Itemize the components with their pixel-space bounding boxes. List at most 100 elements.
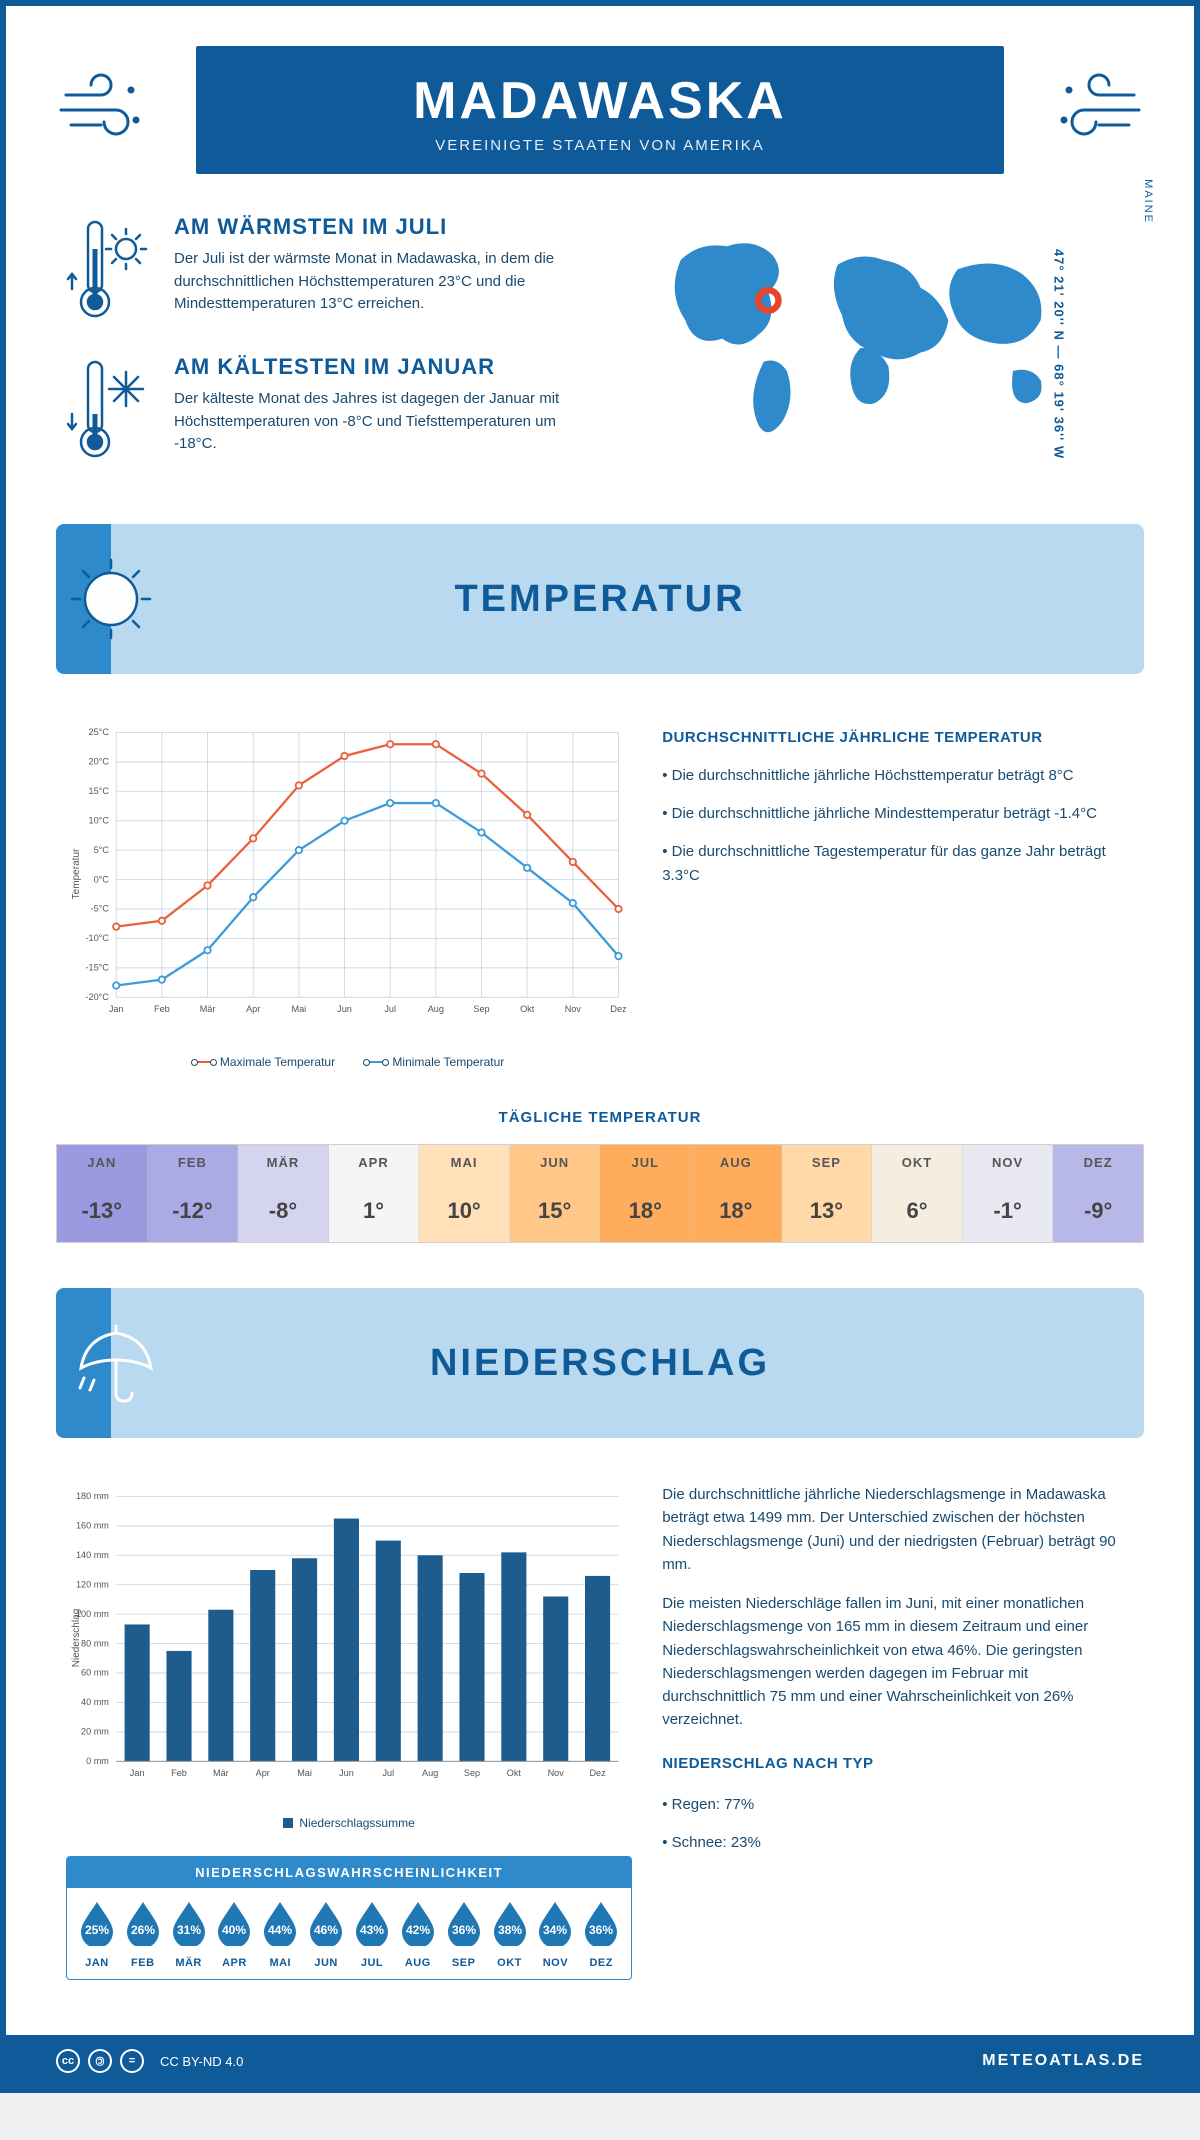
warmest-text: Der Juli ist der wärmste Monat in Madawa…: [174, 248, 585, 316]
svg-text:Nov: Nov: [548, 1768, 565, 1778]
probability-month: OKT: [488, 1957, 532, 1969]
svg-text:Temperatur: Temperatur: [71, 848, 82, 899]
svg-text:36%: 36%: [589, 1923, 613, 1937]
daily-temp-column: OKT6°: [872, 1145, 963, 1242]
svg-text:25%: 25%: [85, 1923, 109, 1937]
raindrop-icon: 43%: [353, 1900, 391, 1946]
svg-text:36%: 36%: [452, 1923, 476, 1937]
precip-type-heading: NIEDERSCHLAG NACH TYP: [662, 1752, 1134, 1775]
probability-box: NIEDERSCHLAGSWAHRSCHEINLICHKEIT 25% JAN …: [66, 1856, 632, 1980]
daily-temp-value: -13°: [57, 1180, 147, 1242]
coldest-text: Der kälteste Monat des Jahres ist dagege…: [174, 388, 585, 456]
daily-temp-column: NOV-1°: [963, 1145, 1054, 1242]
svg-text:Feb: Feb: [154, 1004, 170, 1014]
daily-temp-column: MAI10°: [419, 1145, 510, 1242]
annual-temp-bullets: • Die durchschnittliche jährliche Höchst…: [662, 764, 1134, 888]
svg-text:Okt: Okt: [520, 1004, 535, 1014]
svg-text:46%: 46%: [314, 1923, 338, 1937]
daily-month-label: DEZ: [1053, 1145, 1143, 1180]
svg-text:-20°C: -20°C: [85, 992, 109, 1002]
daily-temp-value: -12°: [148, 1180, 238, 1242]
svg-text:15°C: 15°C: [89, 786, 110, 796]
warmest-title: AM WÄRMSTEN IM JULI: [174, 214, 585, 240]
wind-icon-right: [1024, 70, 1144, 150]
svg-text:-15°C: -15°C: [85, 963, 109, 973]
daily-temp-column: FEB-12°: [148, 1145, 239, 1242]
temperature-banner: TEMPERATUR: [56, 524, 1144, 674]
svg-text:Apr: Apr: [246, 1004, 260, 1014]
svg-text:60 mm: 60 mm: [81, 1668, 109, 1678]
svg-text:44%: 44%: [268, 1923, 292, 1937]
coldest-title: AM KÄLTESTEN IM JANUAR: [174, 354, 585, 380]
raindrop-icon: 36%: [582, 1900, 620, 1946]
daily-temp-column: JUL18°: [600, 1145, 691, 1242]
svg-text:Sep: Sep: [473, 1004, 489, 1014]
legend-max-label: Maximale Temperatur: [220, 1055, 335, 1069]
precipitation-bar-chart: 0 mm20 mm40 mm60 mm80 mm100 mm120 mm140 …: [66, 1473, 632, 1803]
svg-text:Okt: Okt: [507, 1768, 522, 1778]
temp-bullet: • Die durchschnittliche jährliche Mindes…: [662, 802, 1134, 826]
country-name: VEREINIGTE STAATEN VON AMERIKA: [196, 137, 1004, 154]
probability-cell: 25% JAN: [75, 1900, 119, 1969]
svg-text:20 mm: 20 mm: [81, 1727, 109, 1737]
svg-text:34%: 34%: [543, 1923, 567, 1937]
thermometer-hot-icon: [66, 214, 156, 324]
svg-text:0°C: 0°C: [94, 874, 110, 884]
raindrop-icon: 38%: [491, 1900, 529, 1946]
probability-cell: 40% APR: [213, 1900, 257, 1969]
license-text: CC BY-ND 4.0: [160, 2054, 243, 2069]
intro-section: AM WÄRMSTEN IM JULI Der Juli ist der wär…: [56, 174, 1144, 524]
raindrop-icon: 42%: [399, 1900, 437, 1946]
precip-legend-label: Niederschlagssumme: [299, 1816, 414, 1830]
svg-text:5°C: 5°C: [94, 845, 110, 855]
probability-month: AUG: [396, 1957, 440, 1969]
precipitation-title: NIEDERSCHLAG: [76, 1342, 1124, 1385]
footer: cc 🄯 = CC BY-ND 4.0 METEOATLAS.DE: [6, 2035, 1194, 2087]
svg-text:Niederschlag: Niederschlag: [71, 1609, 82, 1668]
temperature-title: TEMPERATUR: [76, 578, 1124, 621]
daily-temp-column: MÄR-8°: [238, 1145, 329, 1242]
svg-text:Jan: Jan: [130, 1768, 145, 1778]
daily-temp-table: JAN-13°FEB-12°MÄR-8°APR1°MAI10°JUN15°JUL…: [56, 1144, 1144, 1243]
probability-cell: 36% SEP: [442, 1900, 486, 1969]
daily-temp-value: -9°: [1053, 1180, 1143, 1242]
probability-month: FEB: [121, 1957, 165, 1969]
svg-text:Jan: Jan: [109, 1004, 124, 1014]
daily-month-label: NOV: [963, 1145, 1053, 1180]
svg-text:Sep: Sep: [464, 1768, 480, 1778]
by-icon: 🄯: [88, 2049, 112, 2073]
daily-temp-value: 1°: [329, 1180, 419, 1242]
precip-paragraph-1: Die durchschnittliche jährliche Niedersc…: [662, 1483, 1134, 1576]
raindrop-icon: 44%: [261, 1900, 299, 1946]
svg-text:20°C: 20°C: [89, 757, 110, 767]
legend-min-label: Minimale Temperatur: [392, 1055, 504, 1069]
daily-temp-value: -1°: [963, 1180, 1053, 1242]
probability-month: JAN: [75, 1957, 119, 1969]
svg-text:160 mm: 160 mm: [76, 1521, 109, 1531]
temp-chart-legend: Maximale Temperatur Minimale Temperatur: [66, 1052, 632, 1069]
svg-text:10°C: 10°C: [89, 815, 110, 825]
svg-text:80 mm: 80 mm: [81, 1638, 109, 1648]
precipitation-banner: NIEDERSCHLAG: [56, 1288, 1144, 1438]
svg-text:Dez: Dez: [610, 1004, 627, 1014]
probability-month: APR: [213, 1957, 257, 1969]
daily-temp-column: JUN15°: [510, 1145, 601, 1242]
svg-text:Aug: Aug: [422, 1768, 438, 1778]
daily-temp-column: JAN-13°: [57, 1145, 148, 1242]
daily-temp-value: -8°: [238, 1180, 328, 1242]
daily-temp-value: 10°: [419, 1180, 509, 1242]
coordinates: 47° 21' 20'' N — 68° 19' 36'' W: [1051, 249, 1066, 459]
wind-icon-left: [56, 70, 176, 150]
svg-text:25°C: 25°C: [89, 727, 110, 737]
daily-month-label: SEP: [782, 1145, 872, 1180]
svg-text:Jun: Jun: [339, 1768, 354, 1778]
precip-paragraph-2: Die meisten Niederschläge fallen im Juni…: [662, 1592, 1134, 1732]
probability-month: MAI: [258, 1957, 302, 1969]
probability-month: SEP: [442, 1957, 486, 1969]
temperature-line-chart: -20°C-15°C-10°C-5°C0°C5°C10°C15°C20°C25°…: [66, 709, 632, 1039]
raindrop-icon: 26%: [124, 1900, 162, 1946]
daily-temp-value: 6°: [872, 1180, 962, 1242]
svg-text:120 mm: 120 mm: [76, 1579, 109, 1589]
svg-text:43%: 43%: [360, 1923, 384, 1937]
svg-text:Aug: Aug: [428, 1004, 444, 1014]
